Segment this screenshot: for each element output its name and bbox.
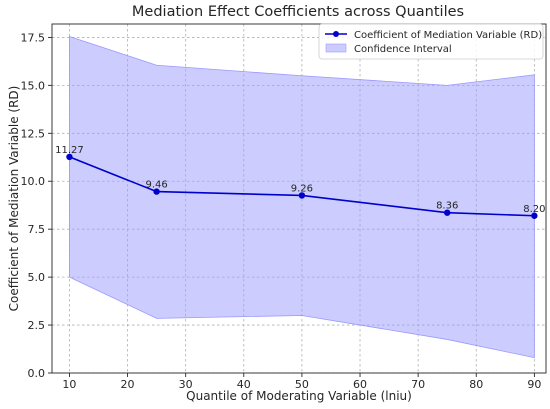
y-tick-label: 10.0 — [21, 175, 46, 188]
data-label: 8.36 — [436, 201, 458, 212]
ticks: 10 20 30 40 50 60 70 80 90 0.0 2.5 5.0 7.5 10.0 12.5 15… — [21, 31, 542, 391]
y-axis-label: Coefficient of Mediation Variable (RD) — [7, 86, 21, 312]
x-axis-label: Quantile of Moderating Variable (lniu) — [186, 389, 412, 403]
data-label: 8.20 — [523, 204, 545, 215]
coefficient-point — [531, 212, 538, 219]
y-tick-label: 5.0 — [28, 271, 46, 284]
x-tick-label: 70 — [411, 378, 425, 391]
coefficient-point — [444, 209, 451, 216]
y-tick-label: 15.0 — [21, 79, 46, 92]
x-tick-label: 60 — [353, 378, 367, 391]
legend-box — [318, 23, 544, 60]
x-tick-label: 30 — [179, 378, 193, 391]
y-tick-label: 0.0 — [28, 367, 46, 380]
y-tick-label: 2.5 — [28, 319, 46, 332]
series-line-layer — [66, 153, 538, 219]
x-tick-label: 80 — [469, 378, 483, 391]
legend-label-ci: Confidence Interval — [354, 44, 452, 55]
legend: Coefficient of Mediation Variable (RD) C… — [318, 23, 544, 60]
legend-label-coefficient: Coefficient of Mediation Variable (RD) — [354, 30, 542, 41]
coefficient-point — [66, 153, 73, 161]
y-tick-label: 17.5 — [21, 31, 46, 44]
coefficient-point — [153, 188, 160, 195]
x-tick-label: 40 — [237, 378, 251, 391]
data-label: 9.46 — [145, 180, 167, 191]
chart-title: Mediation Effect Coefficients across Qua… — [132, 4, 464, 20]
x-tick-label: 20 — [121, 378, 135, 391]
x-tick-label: 10 — [62, 378, 76, 391]
x-tick-label: 90 — [527, 378, 541, 391]
plot-frame — [51, 23, 547, 374]
y-tick-label: 12.5 — [21, 127, 46, 140]
data-label-layer: 11.27 9.46 9.26 8.36 8.20 — [55, 145, 545, 215]
data-label: 9.26 — [291, 183, 313, 194]
y-tick-label: 7.5 — [28, 223, 46, 236]
legend-band-swatch — [325, 43, 347, 53]
data-label: 11.27 — [55, 145, 84, 156]
x-tick-label: 50 — [295, 378, 309, 391]
legend-marker-swatch — [333, 31, 339, 37]
coefficient-point — [298, 192, 306, 199]
